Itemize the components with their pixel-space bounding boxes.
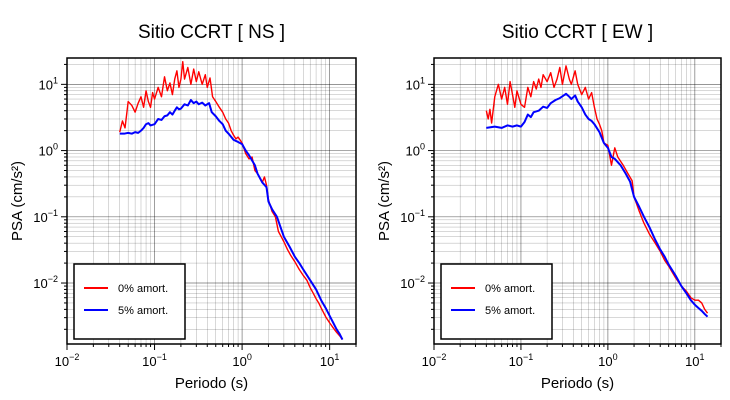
series-line-1 bbox=[119, 60, 344, 340]
plot-frame bbox=[66, 57, 357, 345]
legend: 0% amort. 5% amort. bbox=[440, 263, 553, 340]
x-tick-label: 10−1 bbox=[142, 352, 167, 369]
y-tick-label: 10−2 bbox=[400, 274, 425, 291]
x-tick-label: 100 bbox=[232, 352, 251, 369]
legend-box bbox=[440, 263, 553, 340]
series-line-1 bbox=[485, 65, 709, 314]
legend-label-1: 0% amort. bbox=[118, 283, 168, 295]
x-axis-label: Periodo (s) bbox=[175, 375, 248, 392]
x-tick-label: 101 bbox=[320, 352, 339, 369]
x-axis-label: Periodo (s) bbox=[541, 375, 614, 392]
legend: 0% amort. 5% amort. bbox=[73, 263, 186, 340]
y-tick-label: 10−1 bbox=[400, 208, 425, 225]
y-tick-label: 10−2 bbox=[33, 274, 58, 291]
series-line-2 bbox=[119, 99, 344, 341]
chart-1: Sitio CCRT [ NS ] 10−2 10−1 100 101 10−2 10−1 1… bbox=[9, 22, 357, 392]
plot-frame bbox=[433, 57, 722, 345]
chart-2: Sitio CCRT [ EW ] 10−2 10−1 100 101 10−2 10−1 1… bbox=[376, 22, 722, 392]
y-tick-label: 10−1 bbox=[33, 208, 58, 225]
y-tick-label: 100 bbox=[406, 142, 425, 159]
x-tick-label: 10−1 bbox=[509, 352, 534, 369]
y-tick-label: 101 bbox=[39, 75, 58, 92]
legend-box bbox=[73, 263, 186, 340]
x-tick-label: 10−2 bbox=[55, 352, 80, 369]
y-tick-label: 100 bbox=[39, 142, 58, 159]
y-tick-label: 101 bbox=[406, 75, 425, 92]
legend-label-2: 5% amort. bbox=[485, 305, 535, 317]
x-tick-label: 101 bbox=[685, 352, 704, 369]
series-line-2 bbox=[486, 92, 709, 318]
y-axis-label: PSA (cm/s²) bbox=[376, 161, 393, 241]
legend-label-2: 5% amort. bbox=[118, 305, 168, 317]
chart-title: Sitio CCRT [ EW ] bbox=[502, 22, 653, 43]
x-tick-label: 10−2 bbox=[422, 352, 447, 369]
chart-title: Sitio CCRT [ NS ] bbox=[138, 22, 285, 43]
y-axis-label: PSA (cm/s²) bbox=[9, 161, 26, 241]
legend-label-1: 0% amort. bbox=[485, 283, 535, 295]
x-tick-label: 100 bbox=[598, 352, 617, 369]
